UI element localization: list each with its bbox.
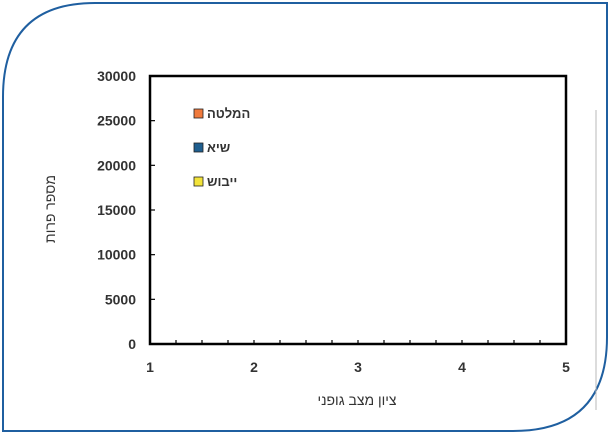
y-tick-label: 10000	[97, 247, 136, 263]
legend-swatch	[193, 142, 204, 153]
y-axis-label: מספר פרות	[42, 175, 58, 243]
legend-swatch	[193, 176, 204, 187]
legend-swatch	[193, 108, 204, 119]
y-tick-label: 20000	[97, 157, 136, 173]
x-tick-label: 5	[562, 359, 570, 375]
x-tick-label: 4	[458, 359, 466, 375]
legend-label: המלטה	[207, 106, 250, 121]
ticks-layer: 1 2 3 4 5 0 5000 10000 15000 20000 25000 30000	[97, 68, 570, 375]
y-tick-label: 15000	[97, 202, 136, 218]
y-tick-label: 0	[128, 336, 136, 352]
y-tick-label: 25000	[97, 113, 136, 129]
x-tick-label: 1	[146, 359, 154, 375]
legend: המלטה שיא ייבוש	[193, 106, 250, 189]
x-axis-label: ציון מצב גופני	[317, 392, 396, 408]
x-tick-label: 2	[250, 359, 258, 375]
x-tick-label: 3	[354, 359, 362, 375]
legend-label: שיא	[207, 140, 230, 155]
y-tick-label: 30000	[97, 68, 136, 84]
legend-label: ייבוש	[207, 174, 237, 189]
y-tick-label: 5000	[105, 291, 136, 307]
